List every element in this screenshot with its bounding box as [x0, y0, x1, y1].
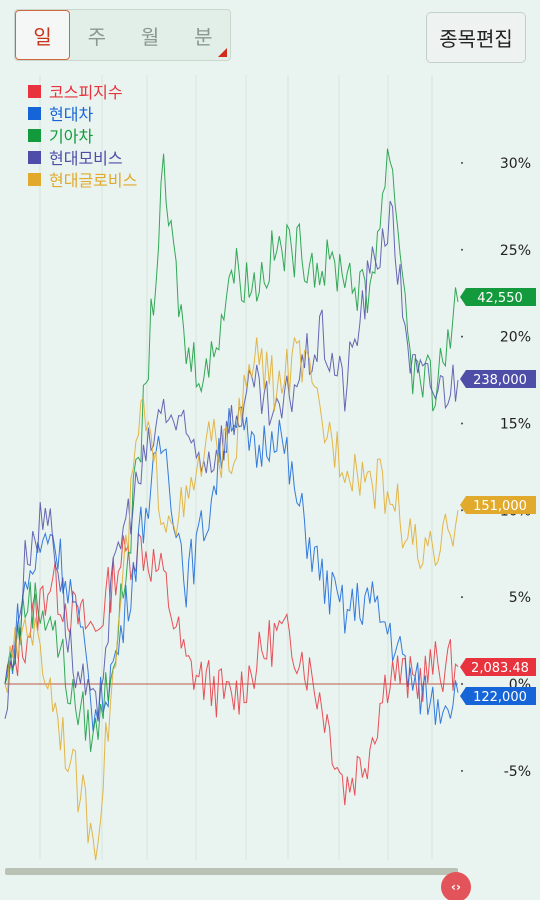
y-tick-label: 20% [500, 330, 531, 346]
legend-swatch [28, 150, 41, 164]
top-bar: 일 주 월 분 종목편집 [0, 0, 540, 70]
y-tick-mark [461, 335, 463, 338]
comparison-chart[interactable]: 30%25%20%15%10%5%0%-5%2,083.48122,00042,… [0, 70, 540, 870]
tab-minute-label: 분 [194, 24, 213, 49]
y-tick-mark [461, 509, 463, 512]
series-line [4, 148, 459, 752]
series-value-label: 122,000 [473, 690, 527, 705]
series-line [4, 406, 459, 732]
legend-label: 현대글로비스 [49, 171, 138, 190]
dropdown-corner-icon [218, 48, 227, 57]
y-tick-label: 15% [500, 416, 531, 432]
y-tick-mark [461, 161, 463, 164]
y-tick-label: 30% [500, 156, 531, 172]
y-tick-mark [461, 422, 463, 425]
legend-swatch [28, 84, 41, 98]
series-value-label: 42,550 [477, 291, 523, 306]
y-tick-mark [461, 769, 463, 772]
legend-item[interactable]: 현대차 [28, 102, 137, 124]
series-value-tag [460, 687, 536, 705]
legend-item[interactable]: 현대모비스 [28, 146, 137, 168]
series-value-label: 238,000 [473, 373, 527, 388]
legend-item[interactable]: 코스피지수 [28, 80, 137, 102]
series-value-tag [460, 370, 536, 388]
y-tick-mark [461, 683, 463, 685]
legend-swatch [28, 128, 41, 142]
time-scrollbar[interactable] [5, 868, 458, 875]
edit-stocks-button[interactable]: 종목편집 [426, 12, 526, 63]
chevron-left-right-icon[interactable]: ‹› [441, 872, 471, 900]
series-line [4, 200, 459, 720]
series-value-tag [460, 496, 536, 514]
series-value-label: 151,000 [473, 499, 527, 514]
y-tick-mark [461, 248, 463, 251]
series-line [4, 336, 459, 861]
y-tick-label: -5% [504, 764, 531, 780]
series-value-tag [460, 658, 536, 676]
period-selector: 일 주 월 분 [14, 9, 231, 61]
y-tick-mark [461, 596, 463, 599]
tab-day[interactable]: 일 [15, 10, 71, 60]
legend-label: 기아차 [49, 127, 94, 146]
legend-item[interactable]: 현대글로비스 [28, 168, 137, 190]
y-tick-label: 5% [509, 590, 531, 606]
legend-swatch [28, 106, 41, 120]
tab-month[interactable]: 월 [140, 24, 160, 49]
series-value-tag [460, 288, 536, 306]
legend-label: 현대모비스 [49, 149, 123, 168]
y-tick-label: 25% [500, 243, 531, 259]
legend-label: 현대차 [49, 105, 94, 124]
tab-week[interactable]: 주 [87, 24, 107, 49]
legend-item[interactable]: 기아차 [28, 124, 137, 146]
series-line [4, 532, 459, 806]
chart-legend: 코스피지수 현대차 기아차 현대모비스 현대글로비스 [28, 80, 137, 190]
tab-minute[interactable]: 분 [177, 10, 230, 60]
legend-swatch [28, 172, 41, 186]
legend-label: 코스피지수 [49, 83, 123, 102]
series-value-label: 2,083.48 [471, 661, 529, 676]
